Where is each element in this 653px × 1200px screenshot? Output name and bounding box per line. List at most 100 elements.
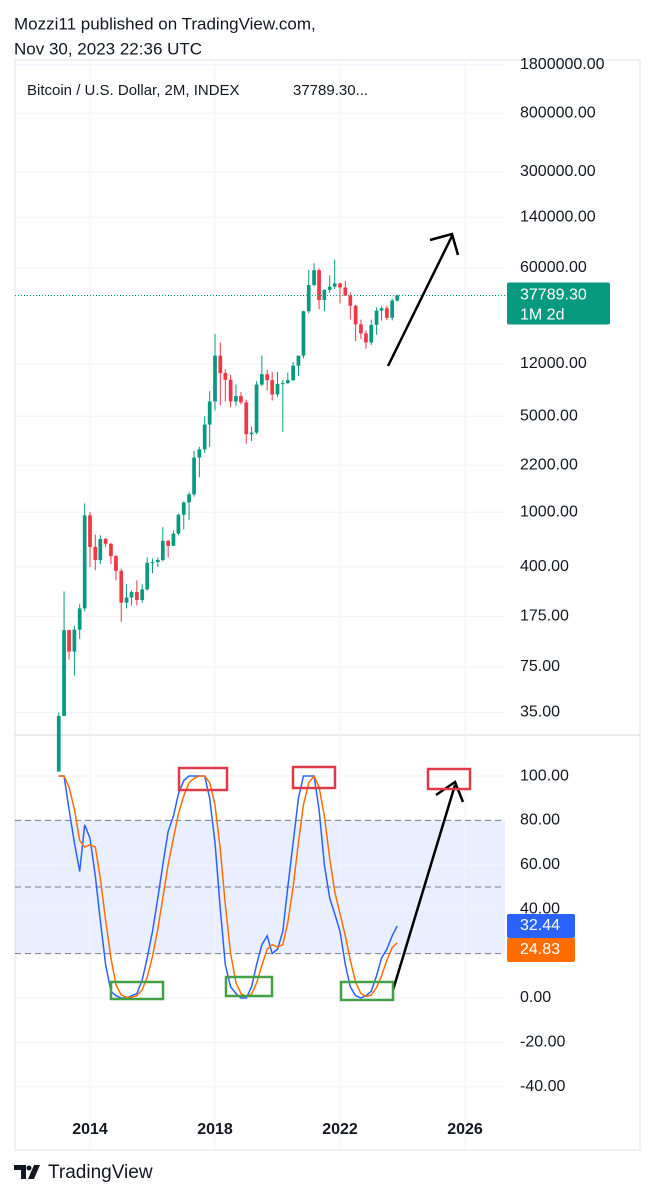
y-tick-label: 800000.00 <box>520 104 596 121</box>
publisher: Mozzi11 published on TradingView.com, <box>14 14 316 33</box>
marker-box <box>177 766 229 792</box>
y-tick-label: 400.00 <box>520 558 569 575</box>
candle-body <box>348 295 353 306</box>
last-price-box <box>507 282 610 325</box>
y-tick-label: 35.00 <box>520 704 560 721</box>
candle-body <box>374 310 379 325</box>
candle-body <box>181 502 186 515</box>
y-tick-label: -20.00 <box>520 1034 565 1051</box>
legend-value: 37789.30... <box>293 82 368 99</box>
candle-body <box>171 533 176 546</box>
candle-body <box>322 289 327 301</box>
countdown-label: 1M 2d <box>520 307 564 324</box>
y-tick-label: 140000.00 <box>520 208 596 225</box>
candle-body <box>114 556 118 571</box>
candle-body <box>228 379 233 402</box>
candle-body <box>207 401 212 425</box>
candle-body <box>176 514 181 534</box>
y-tick-label: 75.00 <box>520 658 560 675</box>
candle-body <box>296 355 301 366</box>
frame <box>14 59 641 1151</box>
candle-body <box>213 355 217 402</box>
candle-body <box>197 449 202 458</box>
arrow <box>391 784 457 991</box>
candle-body <box>93 546 98 560</box>
candle-body <box>395 295 400 301</box>
y-tick-label: -40.00 <box>520 1078 565 1095</box>
candle-body <box>135 592 139 601</box>
marker-box <box>426 767 472 791</box>
candle-body <box>369 324 374 343</box>
series-line <box>58 774 398 999</box>
marker-box <box>109 980 165 1001</box>
candle-body <box>88 515 92 547</box>
candle-body <box>275 383 280 395</box>
candle-body <box>218 355 223 374</box>
candle-body <box>103 538 108 544</box>
brand-logo <box>14 1165 40 1179</box>
candle-body <box>312 270 316 286</box>
y-tick-label: 5000.00 <box>520 407 578 424</box>
brand-name: TradingView <box>48 1162 153 1183</box>
candle-body <box>244 402 249 435</box>
candle-body <box>265 374 270 381</box>
last-price-label: 37789.30 <box>520 287 587 304</box>
candle-body <box>82 515 87 609</box>
y-tick-label: 40.00 <box>520 900 560 917</box>
value-label: 24.83 <box>520 941 560 958</box>
y-tick-label: 60.00 <box>520 856 560 873</box>
candle-body <box>72 629 77 652</box>
x-tick-label: 2014 <box>72 1121 108 1138</box>
x-tick-label: 2018 <box>197 1121 233 1138</box>
candle-body <box>332 283 337 287</box>
candle-body <box>67 630 71 652</box>
candle-body <box>270 380 275 395</box>
candle-body <box>327 286 332 290</box>
y-tick-label: 100.00 <box>520 767 569 784</box>
candle-body <box>359 324 363 334</box>
candle-body <box>166 540 170 546</box>
candle-body <box>390 300 395 318</box>
candle-body <box>223 373 228 380</box>
candle-body <box>254 384 259 433</box>
y-tick-label: 1800000.00 <box>520 56 605 73</box>
arrow-head <box>435 780 465 803</box>
value-box <box>507 913 575 938</box>
candle-body <box>129 592 134 598</box>
candle-body <box>160 540 165 560</box>
marker-box <box>339 980 395 1002</box>
candle-body <box>192 457 196 495</box>
candle-body <box>77 608 82 630</box>
y-tick-label: 80.00 <box>520 812 560 829</box>
candle-body <box>239 396 243 403</box>
marker-box <box>224 975 274 998</box>
candle-body <box>301 311 306 356</box>
y-tick-label: 1000.00 <box>520 504 578 521</box>
candle-body <box>234 396 238 402</box>
value-box <box>507 937 575 962</box>
candle-body <box>150 562 155 564</box>
candle-body <box>98 538 103 560</box>
candle-body <box>364 333 368 343</box>
plot-area: 1800000.00 800000.00 300000.00 140000.00 600… <box>15 56 610 1150</box>
candle-body <box>285 380 290 384</box>
candle-body <box>140 589 145 601</box>
y-tick-label: 0.00 <box>520 989 551 1006</box>
candle-body <box>385 308 389 318</box>
arrow-head <box>429 232 460 256</box>
candle-body <box>306 285 311 312</box>
y-tick-label: 300000.00 <box>520 163 596 180</box>
value-label: 32.44 <box>520 917 560 934</box>
candle-body <box>379 308 384 311</box>
candle-body <box>109 543 113 557</box>
candle-body <box>202 424 207 450</box>
candle-body <box>291 365 295 381</box>
arrow <box>386 235 454 367</box>
x-tick-label: 2026 <box>447 1121 483 1138</box>
annotations <box>109 232 472 1002</box>
candle-body <box>317 270 321 301</box>
candle-body <box>338 283 342 288</box>
x-tick-label: 2022 <box>322 1121 358 1138</box>
candle-body <box>56 715 61 772</box>
